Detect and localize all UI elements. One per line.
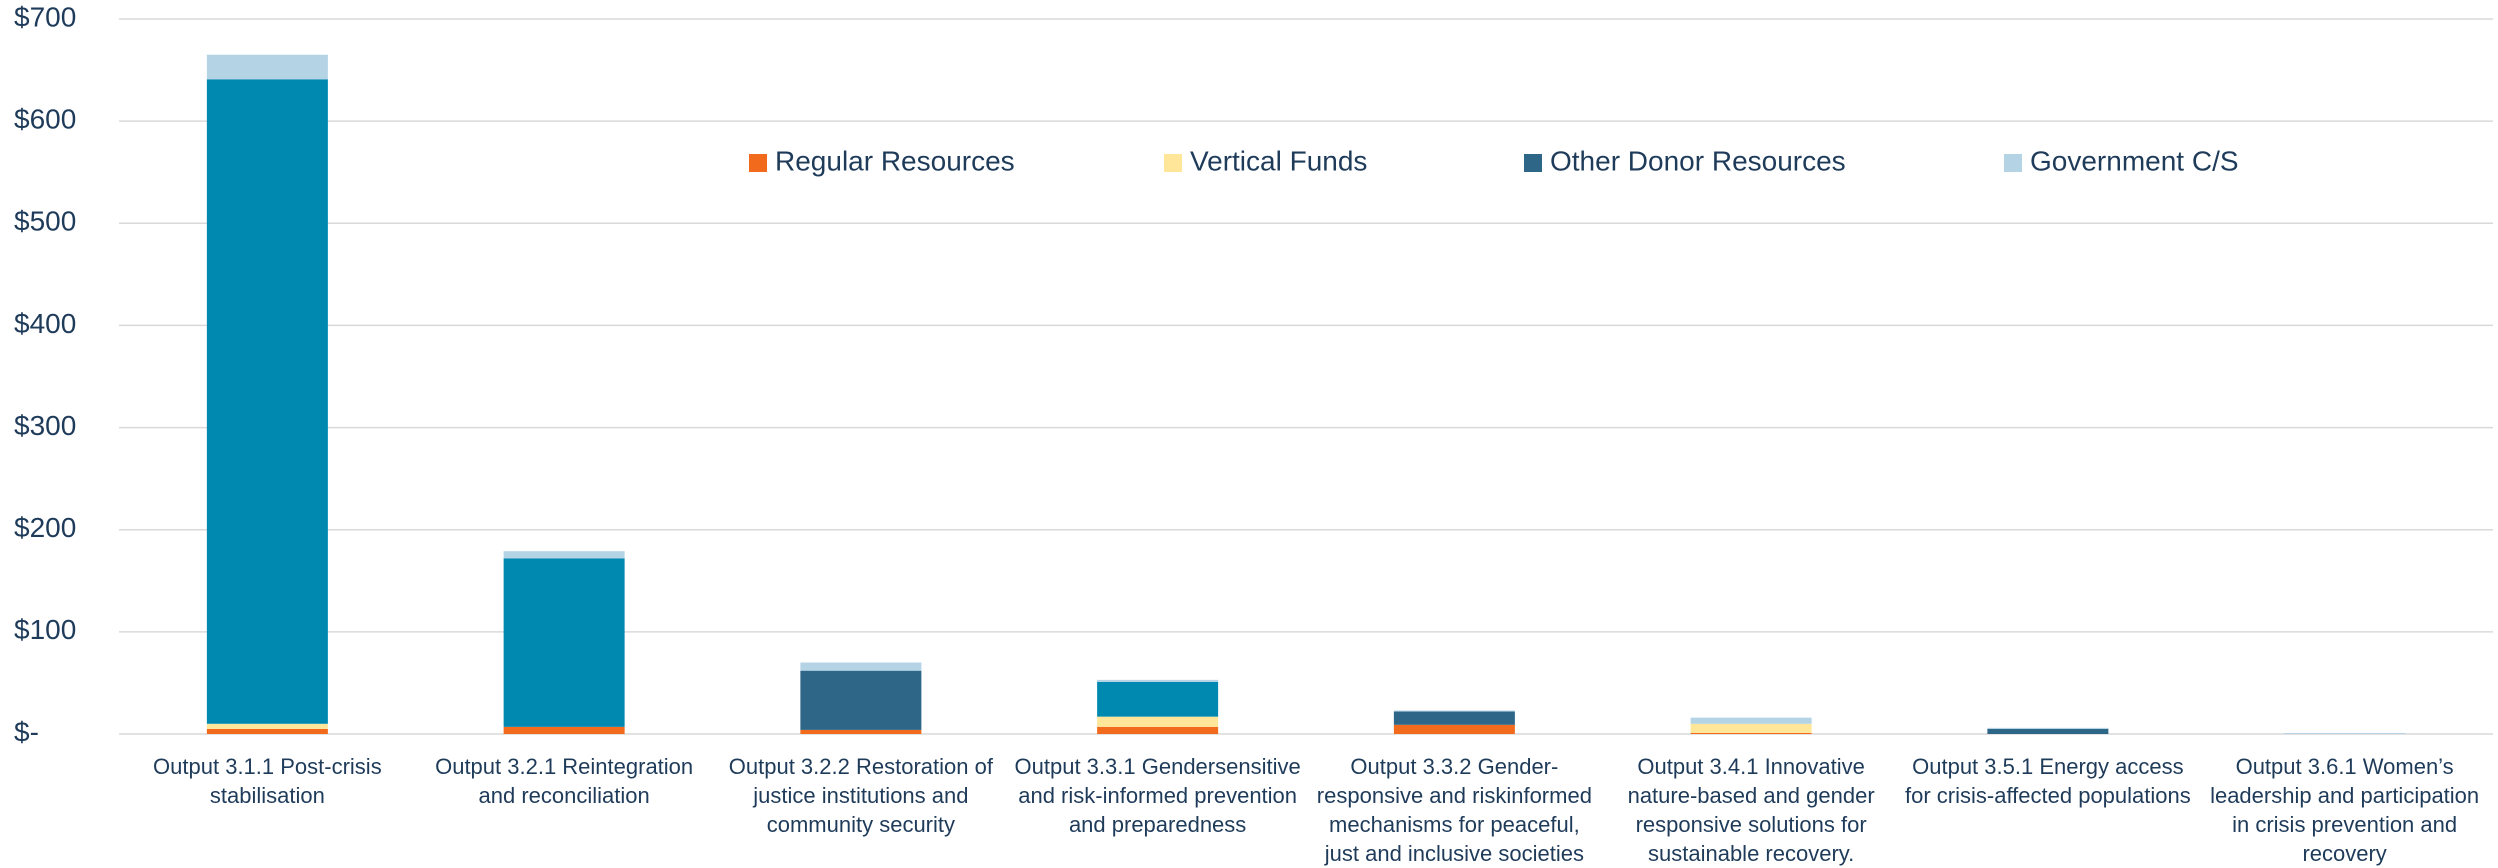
y-tick-label: $-	[14, 716, 39, 747]
legend-swatch	[1524, 154, 1542, 172]
bar-segment	[503, 558, 625, 727]
x-tick-label: Output 3.6.1 Women’s leadership and part…	[2210, 754, 2480, 866]
bar-segment	[1987, 728, 2109, 734]
bar-segment	[1690, 717, 1812, 724]
legend-swatch	[2004, 154, 2022, 172]
bar-segment	[800, 662, 922, 671]
x-tick-label: Output 3.4.1 Innovative nature-based and…	[1627, 754, 1875, 866]
bar-segment	[1097, 679, 1219, 682]
bar-segment	[1987, 727, 2109, 729]
bar-segment	[206, 723, 328, 729]
legend-swatch	[749, 154, 767, 172]
bar-segment	[1393, 724, 1515, 734]
y-tick-label: $700	[14, 1, 76, 32]
y-tick-label: $300	[14, 410, 76, 441]
bar-segment	[1097, 716, 1219, 727]
y-tick-label: $500	[14, 206, 76, 237]
bar-segment	[1690, 723, 1812, 733]
bar-segment	[503, 726, 625, 734]
bar-segment	[1393, 710, 1515, 712]
bar-segment	[2284, 732, 2406, 734]
legend-label: Vertical Funds	[1190, 145, 1367, 176]
legend-label: Other Donor Resources	[1550, 145, 1846, 176]
bar-segment	[1690, 732, 1812, 734]
bar-segment	[206, 728, 328, 734]
legend-swatch	[1164, 154, 1182, 172]
x-tick-label: Output 3.3.2 Gender-responsive and riski…	[1316, 754, 1592, 866]
legend-label: Government C/S	[2030, 145, 2239, 176]
bar-segment	[206, 79, 328, 724]
legend-label: Regular Resources	[775, 145, 1015, 176]
x-tick-label: Output 3.3.1 Gendersensitive and risk-in…	[1014, 754, 1301, 837]
bar-segment	[800, 729, 922, 734]
bar-segment	[1097, 681, 1219, 717]
y-tick-label: $100	[14, 614, 76, 645]
y-tick-label: $600	[14, 104, 76, 135]
bar-segment	[206, 54, 328, 80]
x-tick-label: Output 3.1.1 Post-crisis stabilisation	[153, 754, 382, 808]
x-tick-label: Output 3.2.2 Restoration of justice inst…	[728, 754, 993, 837]
bar-segment	[1097, 726, 1219, 734]
x-tick-label: Output 3.2.1 Reintegration and reconcili…	[435, 754, 694, 808]
y-tick-label: $400	[14, 308, 76, 339]
bar-segment	[1393, 711, 1515, 725]
y-tick-label: $200	[14, 512, 76, 543]
bar-segment	[800, 670, 922, 730]
x-tick-label: Output 3.5.1 Energy access for crisis-af…	[1905, 754, 2191, 808]
bar-segment	[503, 551, 625, 559]
